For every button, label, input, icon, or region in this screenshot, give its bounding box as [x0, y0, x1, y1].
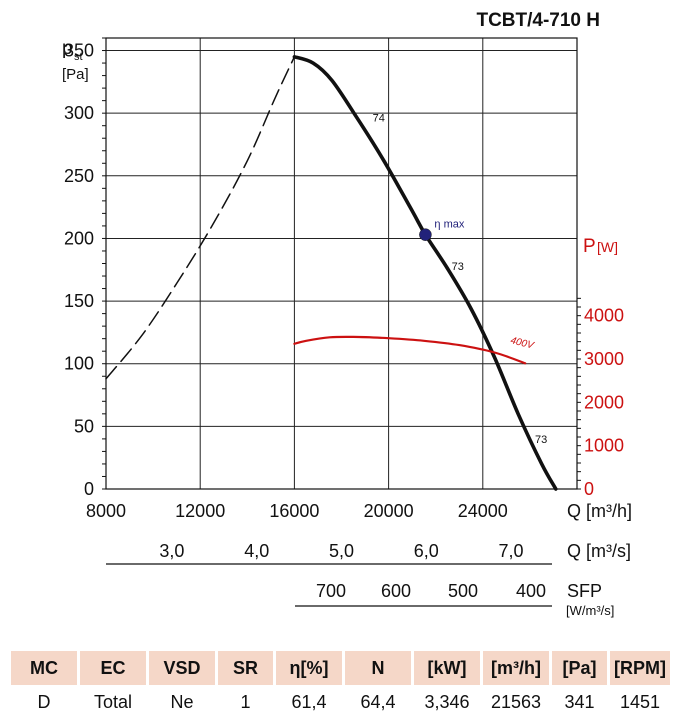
y2-axis-label: P — [583, 236, 596, 257]
secondary-axis-flow-tick: 6,0 — [414, 541, 439, 561]
secondary-axis-sfp-unit: [W/m³/s] — [566, 603, 614, 618]
header-ec: EC — [80, 651, 146, 685]
secondary-axis-sfp-tick: 600 — [381, 581, 411, 601]
header-mc: MC — [11, 651, 77, 685]
y-tick-label: 200 — [64, 228, 94, 248]
y-tick-label: 0 — [84, 479, 94, 499]
value-pa: 341 — [564, 691, 595, 712]
x-tick-label: 24000 — [458, 501, 508, 521]
pressure-curve-dashed — [105, 56, 296, 380]
x-tick-label: 12000 — [175, 501, 225, 521]
chart-title: TCBT/4-710 H — [476, 10, 600, 31]
header-rpm: [RPM] — [610, 651, 670, 685]
value-sr: 1 — [240, 691, 251, 712]
eta-max-label: η max — [434, 219, 464, 231]
secondary-axis-flow-tick: 4,0 — [244, 541, 269, 561]
y-tick-label: 250 — [64, 166, 94, 186]
x-tick-label: 16000 — [269, 501, 319, 521]
y2-tick-label: 0 — [584, 479, 594, 499]
y-tick-label: 100 — [64, 354, 94, 374]
secondary-axis-flow-tick: 3,0 — [159, 541, 184, 561]
pressure-curve — [292, 55, 558, 491]
y2-tick-label: 2000 — [584, 392, 624, 412]
value-vsd: Ne — [170, 691, 194, 712]
value-mc: D — [37, 691, 51, 712]
efficiency-label-73: 73 — [452, 261, 464, 273]
x-tick-label: 8000 — [86, 501, 126, 521]
fan-performance-chart: 0 50 100 150 200 250 300 350 0 1000 2000 3000 4000 80… — [62, 37, 632, 618]
y-tick-label: 300 — [64, 103, 94, 123]
value-flow: 21563 — [490, 691, 542, 712]
value-n: 64,4 — [360, 691, 396, 712]
secondary-axis-sfp-label: SFP — [567, 581, 602, 601]
y-tick-label: 50 — [74, 416, 94, 436]
secondary-axis-flow-tick: 7,0 — [499, 541, 524, 561]
y2-tick-label: 1000 — [584, 436, 624, 456]
y-axis-label-sub: st — [74, 51, 83, 63]
y2-tick-label: 4000 — [584, 306, 624, 326]
y2-axis-unit: [W] — [597, 239, 618, 255]
power-curve-400v — [293, 335, 527, 365]
x-tick-label: 20000 — [364, 501, 414, 521]
power-curve-label: 400V — [509, 335, 536, 352]
y-tick-label: 150 — [64, 291, 94, 311]
header-flow: [m³/h] — [483, 651, 549, 685]
eta-max-marker — [419, 228, 432, 241]
specs-table: MC EC VSD SR η[%] N [kW] [m³/h] [Pa] [RP… — [8, 651, 673, 719]
secondary-axis-sfp-tick: 500 — [448, 581, 478, 601]
plot-frame — [105, 37, 578, 490]
y2-tick-label: 3000 — [584, 349, 624, 369]
value-efficiency: 61,4 — [291, 691, 327, 712]
header-sr: SR — [218, 651, 273, 685]
header-kw: [kW] — [414, 651, 480, 685]
y-axis-label: p — [62, 38, 73, 59]
secondary-axis-sfp-tick: 700 — [316, 581, 346, 601]
secondary-axis-flow-tick: 5,0 — [329, 541, 354, 561]
efficiency-label-73-lower: 73 — [535, 434, 547, 446]
specs-header-row: MC EC VSD SR η[%] N [kW] [m³/h] [Pa] [RP… — [11, 651, 670, 685]
secondary-axis-sfp-tick: 400 — [516, 581, 546, 601]
header-pa: [Pa] — [552, 651, 607, 685]
header-vsd: VSD — [149, 651, 215, 685]
specs-value-row: D Total Ne 1 61,4 64,4 3,346 21563 341 1… — [11, 685, 670, 719]
value-ec: Total — [93, 691, 133, 712]
y-axis-unit: [Pa] — [62, 66, 89, 83]
y-tick-label: 350 — [64, 41, 94, 61]
x-axis-label: Q [m³/h] — [567, 501, 632, 521]
value-kw: 3,346 — [424, 691, 470, 712]
header-n: N — [345, 651, 411, 685]
header-efficiency: η[%] — [276, 651, 342, 685]
secondary-axis-flow-label: Q [m³/s] — [567, 541, 631, 561]
efficiency-label-74: 74 — [373, 112, 385, 124]
value-rpm: 1451 — [619, 691, 661, 712]
